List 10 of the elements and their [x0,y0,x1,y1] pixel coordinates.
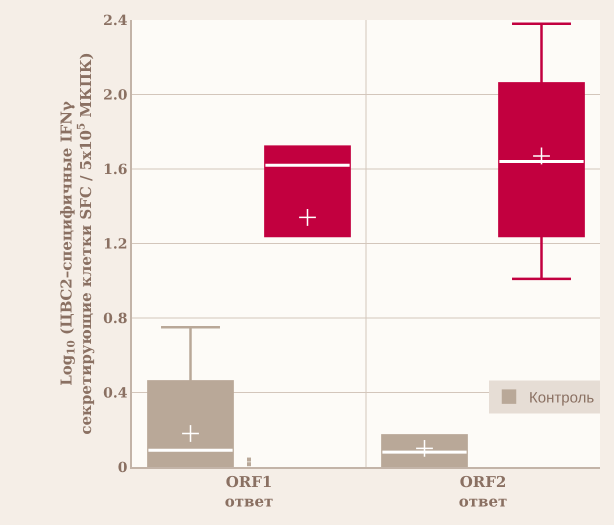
y-tick-label: 0.8 [103,310,128,327]
y-tick-label: 2.0 [103,87,128,104]
legend-label: Контроль [529,389,594,406]
y-tick-label: 1.2 [103,236,128,252]
y-tick-label: 2.4 [103,12,128,29]
y-tick-label: 0 [118,460,128,476]
y-tick-label: 0.4 [103,385,128,402]
y-tick-label: 1.6 [103,162,128,178]
x-tick-label: ORF2 ответ [458,472,508,510]
x-tick-label: ORF1 ответ [224,472,274,510]
